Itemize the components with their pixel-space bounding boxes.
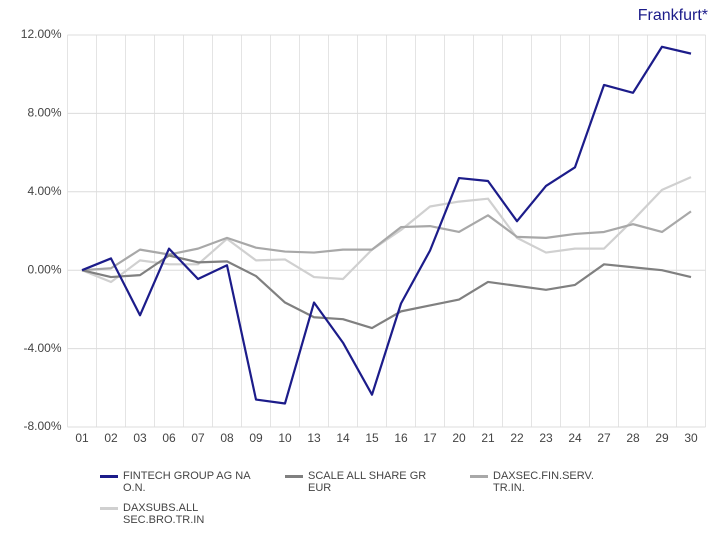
legend: FINTECH GROUP AG NA O.N. SCALE ALL SHARE … (100, 470, 660, 526)
y-tick-label: 12.00% (21, 27, 62, 41)
x-tick-label: 27 (597, 431, 611, 445)
y-tick-label: 4.00% (27, 184, 61, 198)
x-tick-label: 10 (278, 431, 292, 445)
chart-title: Frankfurt* (638, 7, 708, 24)
x-tick-label: 06 (162, 431, 176, 445)
legend-item: SCALE ALL SHARE GR EUR (285, 470, 470, 494)
x-tick-label: 22 (510, 431, 524, 445)
x-tick-label: 03 (133, 431, 147, 445)
x-tick-label: 14 (336, 431, 350, 445)
x-tick-label: 02 (104, 431, 118, 445)
x-tick-label: 01 (75, 431, 89, 445)
legend-swatch (285, 475, 303, 478)
series-line (81, 254, 692, 330)
x-tick-label: 16 (394, 431, 408, 445)
legend-swatch (100, 475, 118, 478)
legend-item: DAXSUBS.ALL SEC.BRO.TR.IN (100, 502, 285, 526)
x-tick-label: 17 (423, 431, 437, 445)
series-line (81, 210, 692, 272)
legend-label: SCALE ALL SHARE GR EUR (308, 470, 427, 494)
legend-item: FINTECH GROUP AG NA O.N. (100, 470, 285, 494)
series-line (81, 45, 692, 405)
x-tick-label: 08 (220, 431, 234, 445)
legend-label: DAXSEC.FIN.SERV. TR.IN. (493, 470, 594, 494)
x-tick-label: 20 (452, 431, 466, 445)
x-tick-label: 24 (568, 431, 582, 445)
x-tick-label: 28 (626, 431, 640, 445)
y-tick-label: -4.00% (23, 341, 61, 355)
y-tick-label: -8.00% (23, 419, 61, 433)
x-tick-label: 13 (307, 431, 321, 445)
x-tick-label: 07 (191, 431, 205, 445)
chart: Frankfurt* -8.00% -4.00% 0.00% 4.00% 8.00% 12… (21, 7, 708, 445)
legend-swatch (100, 507, 118, 510)
legend-label: DAXSUBS.ALL SEC.BRO.TR.IN (123, 502, 205, 526)
x-tick-label: 23 (539, 431, 553, 445)
x-tick-label: 09 (249, 431, 263, 445)
x-tick-label: 30 (684, 431, 698, 445)
y-tick-label: 0.00% (27, 262, 61, 276)
x-tick-label: 21 (481, 431, 495, 445)
x-tick-label: 15 (365, 431, 379, 445)
legend-item: DAXSEC.FIN.SERV. TR.IN. (470, 470, 655, 494)
legend-swatch (470, 475, 488, 478)
x-tick-label: 29 (655, 431, 669, 445)
y-tick-label: 8.00% (27, 106, 61, 120)
legend-label: FINTECH GROUP AG NA O.N. (123, 470, 250, 494)
